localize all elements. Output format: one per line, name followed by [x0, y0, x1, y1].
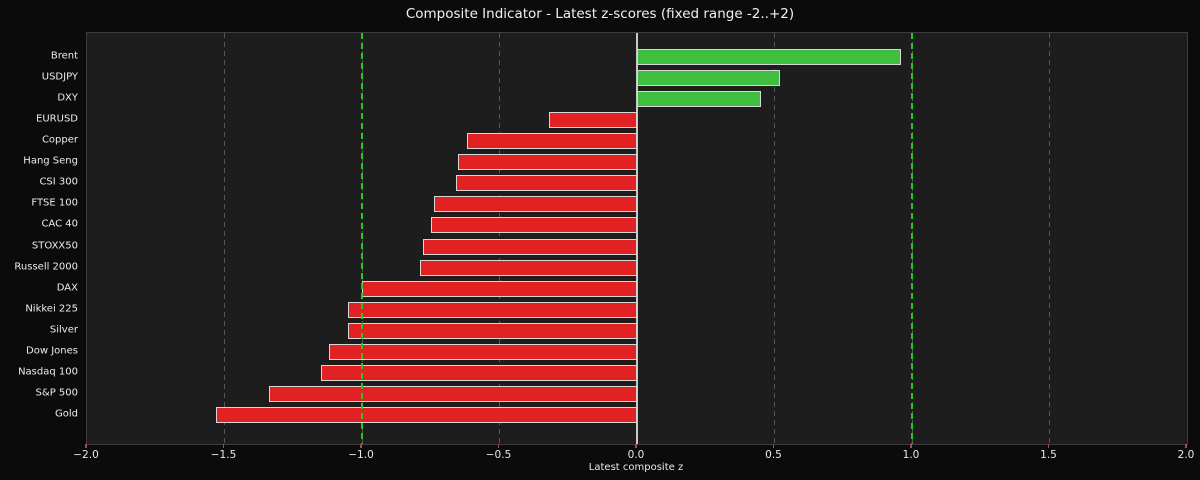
bar-brent — [637, 49, 901, 65]
x-tick-mark — [1185, 444, 1187, 448]
bar-russell-2000 — [419, 259, 637, 276]
y-tick-label: Russell 2000 — [14, 261, 78, 273]
y-tick-label: Nasdaq 100 — [18, 366, 78, 378]
grid-line — [499, 33, 500, 444]
x-tick-label: −1.5 — [210, 449, 237, 461]
bar-cac-40 — [430, 217, 637, 234]
y-tick-label: Silver — [49, 324, 78, 336]
y-tick-label: DAX — [56, 282, 78, 294]
bar-s-p-500 — [268, 385, 637, 402]
x-tick-label: 0.0 — [627, 449, 645, 461]
bar-nasdaq-100 — [320, 364, 637, 381]
y-tick-label: Dow Jones — [26, 345, 78, 357]
bar-usdjpy — [637, 70, 780, 87]
x-tick-label: −1.0 — [348, 449, 374, 461]
grid-line — [774, 33, 775, 444]
x-axis-label: Latest composite z — [588, 462, 684, 473]
bar-silver — [348, 322, 637, 339]
x-tick-label: 1.5 — [1040, 449, 1057, 461]
x-tick-label: 2.0 — [1177, 449, 1195, 461]
y-tick-label: STOXX50 — [31, 240, 78, 252]
bar-ftse-100 — [433, 196, 637, 213]
bar-hang-seng — [458, 154, 637, 171]
bar-copper — [466, 133, 637, 150]
x-tick-mark — [222, 444, 225, 448]
x-tick-label: 0.5 — [765, 449, 782, 461]
x-tick-mark — [360, 444, 362, 448]
x-tick-mark — [772, 444, 775, 448]
threshold-line — [911, 33, 913, 444]
y-tick-label: Brent — [50, 50, 78, 62]
threshold-line — [361, 33, 363, 444]
y-tick-label: Gold — [55, 408, 78, 420]
bar-dow-jones — [329, 343, 637, 360]
y-tick-label: DXY — [57, 92, 78, 104]
y-tick-label: Nikkei 225 — [25, 303, 78, 315]
y-tick-label: S&P 500 — [35, 387, 78, 399]
x-tick-label: −2.0 — [73, 449, 99, 461]
bar-dxy — [637, 91, 761, 108]
y-tick-label: Copper — [41, 134, 78, 146]
bar-stoxx50 — [422, 238, 637, 255]
chart-title: Composite Indicator - Latest z-scores (f… — [405, 6, 795, 22]
y-tick-label: FTSE 100 — [31, 197, 78, 209]
y-tick-label: USDJPY — [41, 71, 78, 83]
x-tick-label: −0.5 — [485, 449, 512, 461]
y-tick-label: EURUSD — [36, 113, 78, 125]
y-tick-label: CSI 300 — [39, 176, 78, 188]
x-tick-mark — [497, 444, 500, 448]
bar-nikkei-225 — [348, 301, 637, 318]
y-tick-label: CAC 40 — [41, 218, 78, 230]
x-tick-mark — [635, 444, 637, 448]
grid-line — [1049, 33, 1050, 444]
y-tick-label: Hang Seng — [23, 155, 78, 167]
bar-csi-300 — [455, 175, 637, 192]
bar-gold — [216, 407, 637, 424]
x-tick-label: 1.0 — [902, 449, 920, 461]
x-tick-mark — [1047, 444, 1050, 448]
plot-area — [86, 32, 1188, 445]
x-tick-mark — [85, 444, 87, 448]
zero-line — [636, 33, 638, 444]
x-tick-mark — [910, 444, 912, 448]
bar-dax — [362, 280, 637, 297]
bar-eurusd — [549, 112, 637, 129]
grid-line — [224, 33, 225, 444]
